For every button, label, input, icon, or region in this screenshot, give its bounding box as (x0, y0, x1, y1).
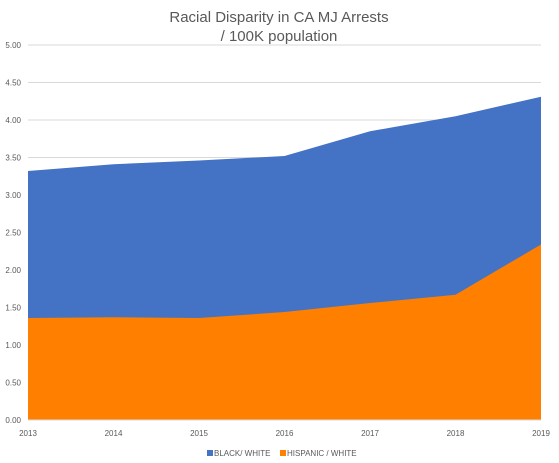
y-tick-label: 4.00 (5, 116, 21, 125)
plot-area (28, 96, 541, 420)
y-tick-label: 0.00 (5, 416, 21, 425)
y-tick-label: 3.50 (5, 154, 21, 163)
legend-swatch-hispanic-white (280, 450, 286, 456)
x-tick-label: 2019 (532, 429, 550, 438)
legend: BLACK/ WHITE HISPANIC / WHITE (207, 449, 357, 458)
y-tick-label: 4.50 (5, 79, 21, 88)
y-axis: 0.00 0.50 1.00 1.50 2.00 2.50 3.00 3.50 4.00 4.50… (5, 41, 21, 425)
chart-title-line-1: Racial Disparity in CA MJ Arrests (169, 9, 388, 26)
x-tick-label: 2016 (276, 429, 294, 438)
chart-title-line-2: / 100K population (221, 28, 338, 45)
y-tick-label: 2.50 (5, 229, 21, 238)
legend-label-hispanic-white: HISPANIC / WHITE (287, 449, 357, 458)
y-tick-label: 0.50 (5, 379, 21, 388)
x-tick-label: 2018 (447, 429, 465, 438)
legend-label-black-white: BLACK/ WHITE (214, 449, 270, 458)
x-tick-label: 2013 (19, 429, 37, 438)
y-tick-label: 5.00 (5, 41, 21, 50)
x-axis: 2013 2014 2015 2016 2017 2018 2019 (19, 419, 550, 438)
y-tick-label: 1.00 (5, 341, 21, 350)
y-tick-label: 1.50 (5, 304, 21, 313)
x-tick-label: 2017 (361, 429, 379, 438)
area-series-hispanic-white (28, 244, 541, 420)
legend-swatch-black-white (207, 450, 213, 456)
y-tick-label: 2.00 (5, 266, 21, 275)
x-tick-label: 2015 (190, 429, 208, 438)
x-tick-label: 2014 (105, 429, 123, 438)
y-tick-label: 3.00 (5, 191, 21, 200)
